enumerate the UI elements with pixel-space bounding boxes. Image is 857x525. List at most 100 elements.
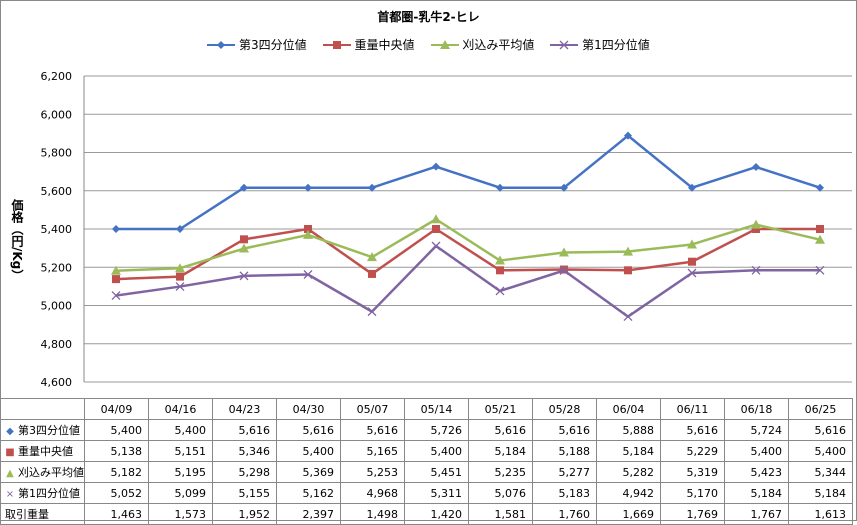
data-point	[816, 183, 824, 192]
data-label: 5,616	[788, 419, 853, 441]
data-label: 5,888	[596, 419, 661, 441]
data-label: 1,760	[532, 503, 597, 525]
data-point	[687, 239, 697, 249]
row-label: 取引重量	[0, 503, 85, 525]
legend-item: 刈込み平均値	[430, 36, 534, 53]
y-tick-label: 5,000	[41, 300, 73, 313]
data-label: 5,369	[276, 461, 341, 483]
data-point	[816, 225, 824, 233]
data-label: 1,420	[404, 503, 469, 525]
legend-item: 重量中央値	[322, 36, 415, 53]
data-point	[431, 214, 441, 224]
legend-swatch	[207, 40, 236, 49]
table-row: 取引重量 1,463 1,573 1,952 2,397 1,498 1,420 1,581 1…	[0, 503, 853, 525]
data-label: 5,400	[404, 440, 469, 462]
data-label: 5,188	[532, 440, 597, 462]
plot-area: 4,600 4,800 5,000 5,200 5,400 5,600 5,800 6,000…	[41, 70, 852, 389]
legend-swatch	[550, 40, 579, 49]
data-label: 5,183	[532, 482, 597, 504]
data-label: 5,184	[596, 440, 661, 462]
row-label: ◆ 第3四分位値	[0, 419, 85, 441]
data-point	[304, 183, 312, 192]
data-label: 1,613	[788, 503, 853, 525]
y-tick-label: 4,600	[41, 376, 73, 389]
data-label: 5,155	[212, 482, 277, 504]
data-point	[112, 275, 120, 284]
x-tick-label: 05/21	[468, 398, 533, 420]
table-corner	[0, 398, 85, 420]
y-tick-label: 5,800	[41, 147, 73, 160]
data-label: 5,277	[532, 461, 597, 483]
data-point	[688, 183, 696, 192]
data-point	[176, 272, 184, 281]
data-label: 5,170	[660, 482, 725, 504]
legend-marker	[332, 40, 341, 49]
data-point	[623, 246, 633, 256]
x-tick-label: 04/23	[212, 398, 277, 420]
data-point	[368, 269, 376, 278]
table-row: ▲ 刈込み平均値 5,182 5,195 5,298 5,369 5,253 5,451 5,2…	[0, 461, 853, 483]
data-label: 5,235	[468, 461, 533, 483]
data-label: 5,229	[660, 440, 725, 462]
series-line	[115, 217, 821, 272]
data-label: 4,968	[340, 482, 405, 504]
data-point	[559, 266, 569, 275]
data-point	[304, 225, 312, 233]
legend-marker	[217, 40, 226, 49]
y-tick-label: 6,200	[41, 70, 73, 83]
table-row: × 第1四分位値 5,052 5,099 5,155 5,162 4,968 5,311 5,0…	[0, 482, 853, 504]
data-label: 5,400	[724, 440, 789, 462]
x-tick-label: 05/14	[404, 398, 469, 420]
row-marker: ■	[5, 447, 15, 458]
data-label: 5,616	[532, 419, 597, 441]
y-tick-label: 6,000	[41, 108, 73, 121]
data-label: 5,616	[212, 419, 277, 441]
chart-title: 首都圏-乳牛2-ヒレ	[377, 10, 480, 24]
data-label: 5,099	[148, 482, 213, 504]
data-label: 5,165	[340, 440, 405, 462]
data-point	[111, 291, 121, 301]
x-tick-label: 05/07	[340, 398, 405, 420]
data-label: 1,952	[212, 503, 277, 525]
data-point	[495, 255, 505, 265]
data-label: 5,052	[84, 482, 149, 504]
data-point	[112, 225, 120, 233]
data-label: 5,616	[276, 419, 341, 441]
data-point	[303, 270, 313, 279]
legend-item: 第1四分位値	[550, 36, 650, 53]
data-point	[175, 263, 185, 273]
data-point	[239, 243, 249, 253]
y-tick-label: 5,400	[41, 223, 73, 236]
data-label: 5,451	[404, 461, 469, 483]
data-point	[688, 257, 696, 266]
x-tick-label: 04/09	[84, 398, 149, 420]
x-tick-label: 04/16	[148, 398, 213, 420]
data-point	[367, 307, 377, 317]
x-tick-label: 04/30	[276, 398, 341, 420]
table-row: ◆ 第3四分位値 5,400 5,400 5,616 5,616 5,616 5,726 5,6…	[0, 419, 853, 441]
data-point	[367, 252, 377, 262]
data-point	[496, 183, 504, 192]
legend-label: 第3四分位値	[235, 38, 307, 52]
row-marker: ◆	[6, 426, 14, 437]
series-line	[115, 227, 820, 281]
data-label: 5,311	[404, 482, 469, 504]
data-point	[560, 183, 568, 192]
data-point	[559, 247, 569, 257]
data-point	[752, 225, 760, 233]
data-label: 1,767	[724, 503, 789, 525]
y-tick-label: 5,200	[41, 261, 73, 274]
data-point	[303, 229, 313, 239]
x-tick-label: 06/18	[724, 398, 789, 420]
data-point	[368, 183, 376, 192]
x-tick-label: 06/04	[596, 398, 661, 420]
row-marker: ▲	[6, 468, 14, 479]
legend-swatch	[322, 40, 351, 49]
data-label: 5,400	[788, 440, 853, 462]
series-line	[116, 134, 821, 231]
data-label: 5,319	[660, 461, 725, 483]
data-label: 5,400	[148, 419, 213, 441]
data-label: 5,400	[84, 419, 149, 441]
legend-item: 第3四分位値	[207, 36, 307, 53]
data-label: 1,581	[468, 503, 533, 525]
